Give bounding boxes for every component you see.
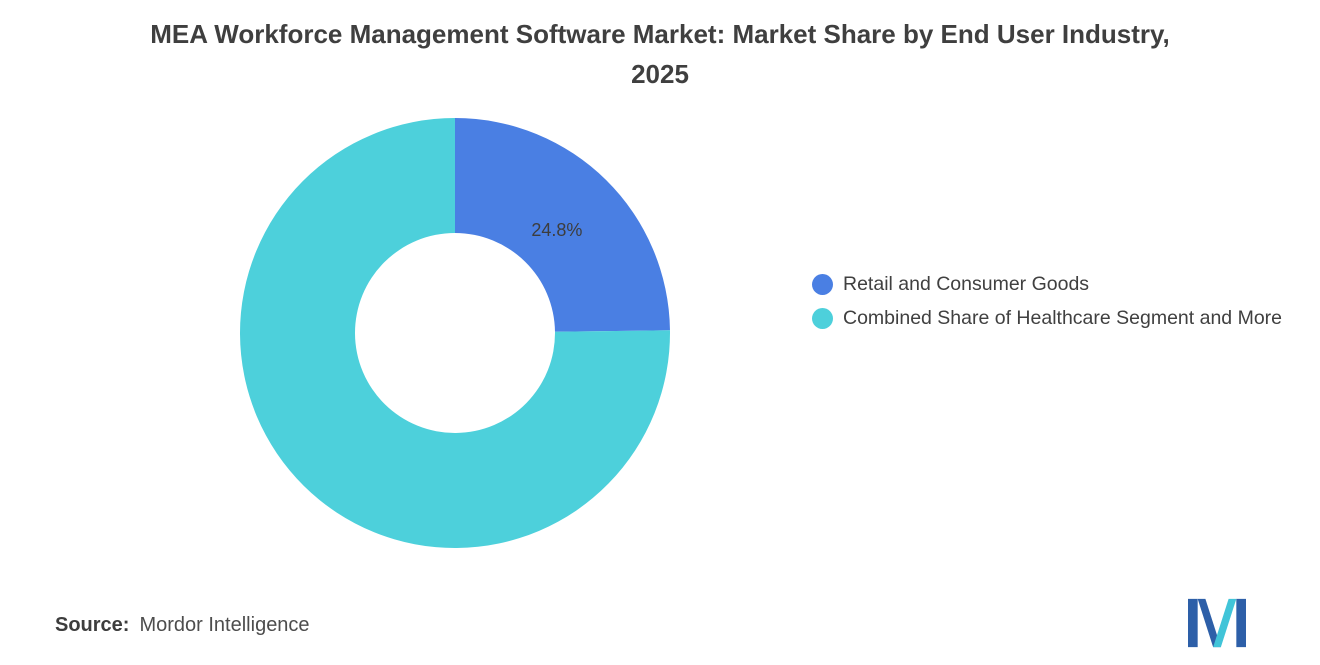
legend-label-healthcare: Combined Share of Healthcare Segment and… bbox=[843, 307, 1282, 330]
source-label: Source: bbox=[55, 614, 130, 636]
donut-segment-1[interactable] bbox=[455, 118, 670, 332]
chart-title: MEA Workforce Management Software Market… bbox=[150, 19, 1170, 90]
logo-down-diagonal bbox=[1197, 598, 1221, 648]
mordor-intelligence-logo bbox=[1188, 598, 1246, 648]
source-value: Mordor Intelligence bbox=[139, 614, 310, 636]
source-line: Source: Mordor Intelligence bbox=[55, 614, 310, 637]
logo-left-leg bbox=[1188, 598, 1198, 648]
donut-segment-2[interactable] bbox=[239, 118, 670, 548]
legend-item-retail[interactable]: Retail and Consumer Goods bbox=[812, 272, 1298, 297]
legend-label-retail: Retail and Consumer Goods bbox=[843, 273, 1090, 295]
logo-right-leg bbox=[1236, 598, 1246, 648]
legend-swatch-retail-icon bbox=[812, 274, 833, 295]
slice-data-label: 24.8% bbox=[531, 220, 582, 240]
logo-up-diagonal bbox=[1213, 598, 1237, 648]
legend: Retail and Consumer Goods Combined Share… bbox=[812, 272, 1298, 332]
legend-swatch-healthcare-icon bbox=[812, 308, 833, 330]
donut-chart: 24.8% bbox=[239, 118, 670, 548]
legend-item-healthcare[interactable]: Combined Share of Healthcare Segment and… bbox=[812, 306, 1298, 331]
